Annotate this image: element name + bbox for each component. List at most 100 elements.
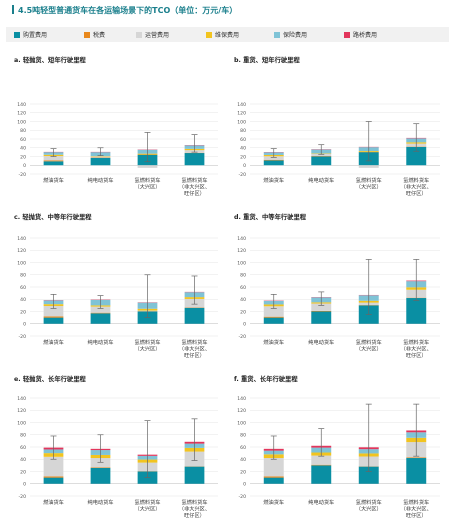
x-category-label: 旺仔区） [184, 189, 205, 197]
y-tick-label: -20 [238, 172, 246, 178]
bar-segment [406, 458, 427, 484]
x-category-label: （非大兴区、 [179, 345, 210, 353]
bar-segment [263, 156, 284, 160]
legend-swatch [274, 32, 280, 38]
x-category-label: 氢燃料货车 [182, 498, 208, 506]
legend-label: 税费 [93, 32, 106, 39]
y-tick-label: 20 [240, 309, 246, 315]
y-tick-label: 60 [20, 445, 26, 451]
legend: 购置费用 税费 运营费用 维保费用 保险费用 路桥费用 [6, 27, 449, 42]
bar-segment [90, 467, 111, 484]
y-tick-label: 80 [20, 128, 26, 134]
bar-segment [263, 160, 284, 166]
x-category-label: 氢燃料货车 [135, 176, 161, 184]
y-tick-label: 80 [240, 433, 246, 439]
x-category-label: 氢燃料货车 [356, 498, 382, 506]
bar-segment [406, 457, 427, 459]
bar-segment [263, 477, 284, 484]
y-tick-label: 140 [237, 102, 246, 108]
y-tick-label: 140 [17, 102, 26, 108]
bar-segment [43, 156, 64, 161]
y-tick-label: 100 [237, 420, 246, 426]
y-tick-label: 0 [243, 322, 246, 328]
x-category-label: （非大兴区、 [401, 345, 432, 353]
bar-segment [358, 466, 379, 484]
y-tick-label: 60 [20, 137, 26, 143]
y-tick-label: 120 [237, 408, 246, 414]
legend-item: 税费 [84, 30, 105, 39]
y-tick-label: 120 [17, 408, 26, 414]
bar-segment [406, 298, 427, 324]
bar-segment [90, 467, 111, 468]
bar-segment [43, 456, 64, 477]
y-tick-label: 120 [237, 111, 246, 117]
panel-title: f. 重货、长年行驶里程 [234, 374, 298, 383]
x-category-label: 氢燃料货车 [403, 498, 429, 506]
y-tick-label: 60 [240, 445, 246, 451]
legend-item: 运营费用 [136, 30, 169, 39]
y-tick-label: 80 [20, 433, 26, 439]
x-category-label: 氢燃料货车 [182, 338, 208, 346]
legend-item: 路桥费用 [344, 30, 377, 39]
y-tick-label: 100 [17, 260, 26, 266]
x-category-label: 燃油货车 [43, 176, 64, 184]
bar-segment [311, 156, 332, 166]
y-tick-label: 100 [237, 119, 246, 125]
bar-segment [184, 307, 205, 324]
bar-segment [263, 159, 284, 161]
y-tick-label: 40 [20, 146, 26, 152]
y-tick-label: 0 [23, 322, 26, 328]
x-category-label: 纯电动货车 [88, 338, 114, 346]
y-tick-label: 0 [23, 482, 26, 488]
y-tick-label: 0 [243, 482, 246, 488]
legend-swatch [14, 32, 20, 38]
page-title: 4.5吨轻型普通货车在各运输场景下的TCO（单位：万元/车） [12, 5, 237, 16]
y-tick-label: 100 [17, 420, 26, 426]
y-tick-label: 80 [240, 273, 246, 279]
bar-segment [263, 317, 284, 324]
legend-label: 维保费用 [215, 32, 240, 39]
bar-segment [311, 310, 332, 312]
y-tick-label: 20 [20, 469, 26, 475]
bar-segment [406, 146, 427, 166]
panel-title: a. 轻抛货、短年行驶里程 [14, 55, 87, 64]
y-tick-label: 40 [240, 457, 246, 463]
legend-swatch [206, 32, 212, 38]
x-category-label: （非大兴区、 [179, 505, 210, 513]
bar-segment [43, 305, 64, 317]
bar-segment [137, 165, 158, 168]
x-category-label: 燃油货车 [43, 338, 64, 346]
y-tick-label: -20 [238, 494, 246, 500]
bar-segment [43, 476, 64, 478]
y-tick-label: 20 [240, 469, 246, 475]
panel-title: e. 轻抛货、长年行驶里程 [14, 374, 87, 383]
y-tick-label: 140 [17, 236, 26, 242]
bar-segment [43, 477, 64, 484]
bar-segment [311, 464, 332, 466]
x-category-label: （大兴区） [356, 183, 382, 191]
y-tick-label: -20 [18, 494, 26, 500]
bar-segment [184, 466, 205, 484]
panel-title: d. 重货、中等年行驶里程 [234, 212, 307, 221]
x-category-label: 纯电动货车 [308, 338, 334, 346]
bar-segment [358, 165, 379, 168]
y-tick-label: 0 [23, 163, 26, 169]
bar-segment [311, 465, 332, 484]
x-category-label: 燃油货车 [263, 176, 284, 184]
bar-segment [263, 306, 284, 317]
y-tick-label: 60 [240, 285, 246, 291]
bar-segment [43, 316, 64, 318]
x-category-label: （大兴区） [135, 345, 161, 353]
y-tick-label: -20 [18, 334, 26, 340]
y-tick-label: 80 [20, 273, 26, 279]
legend-label: 运营费用 [145, 32, 170, 39]
bar-segment [90, 306, 111, 313]
bar-segment [90, 313, 111, 324]
bar-segment [311, 303, 332, 311]
y-tick-label: 40 [20, 297, 26, 303]
y-tick-label: 20 [240, 154, 246, 160]
bar-segment [311, 311, 332, 324]
x-category-label: 旺仔区） [184, 511, 205, 519]
bar-segment [311, 455, 332, 465]
y-tick-label: 20 [20, 154, 26, 160]
